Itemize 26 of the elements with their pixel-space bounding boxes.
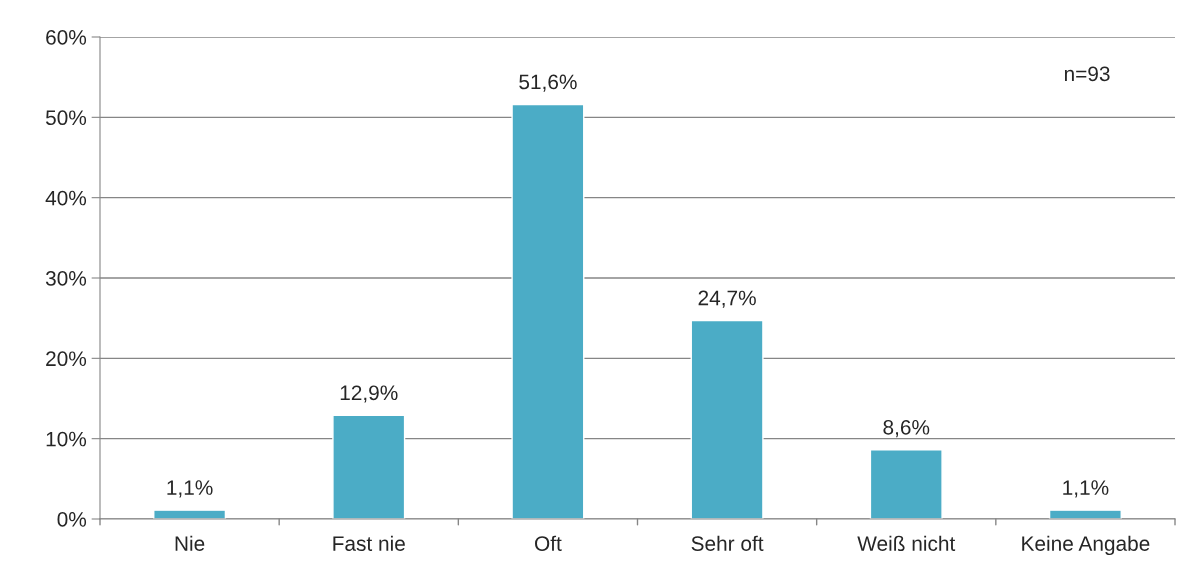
y-tick-label: 50%	[45, 110, 87, 126]
bar	[332, 414, 406, 519]
y-tick-label: 30%	[45, 271, 87, 286]
y-tick-label: 40%	[45, 190, 87, 206]
data-label: 8,6%	[883, 419, 930, 438]
y-tick-label: 20%	[46, 351, 87, 367]
data-label: 1,1%	[1063, 480, 1109, 498]
bar	[690, 319, 764, 519]
x-tick-label: Fast nie	[333, 535, 405, 551]
data-label: 24,7%	[698, 290, 756, 308]
x-tick-label: Oft	[535, 535, 562, 551]
y-tick-label: 60%	[46, 30, 87, 45]
bar	[153, 509, 227, 519]
data-label: 12,9%	[340, 385, 398, 403]
data-label: 1,1%	[167, 480, 213, 498]
bar	[1048, 509, 1122, 519]
y-tick-label: 10%	[46, 431, 87, 447]
x-tick-label: Keine Angabe	[1022, 535, 1150, 556]
x-tick-label: Nie	[175, 535, 205, 551]
bar	[511, 103, 585, 519]
x-tick-label: Weiß nicht	[857, 535, 956, 551]
bar	[869, 449, 943, 519]
y-tick-label: 0%	[57, 512, 87, 527]
x-tick-label: Sehr oft	[691, 535, 764, 551]
data-label: 51,6%	[519, 74, 577, 92]
annotation: n=93	[1064, 66, 1110, 82]
